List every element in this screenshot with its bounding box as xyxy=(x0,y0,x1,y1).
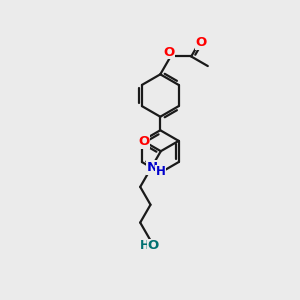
Text: H: H xyxy=(140,239,150,252)
Text: O: O xyxy=(195,36,206,49)
Text: H: H xyxy=(156,166,166,178)
Text: O: O xyxy=(138,135,149,148)
Text: O: O xyxy=(148,239,159,252)
Text: O: O xyxy=(164,46,175,59)
Text: N: N xyxy=(146,161,158,174)
